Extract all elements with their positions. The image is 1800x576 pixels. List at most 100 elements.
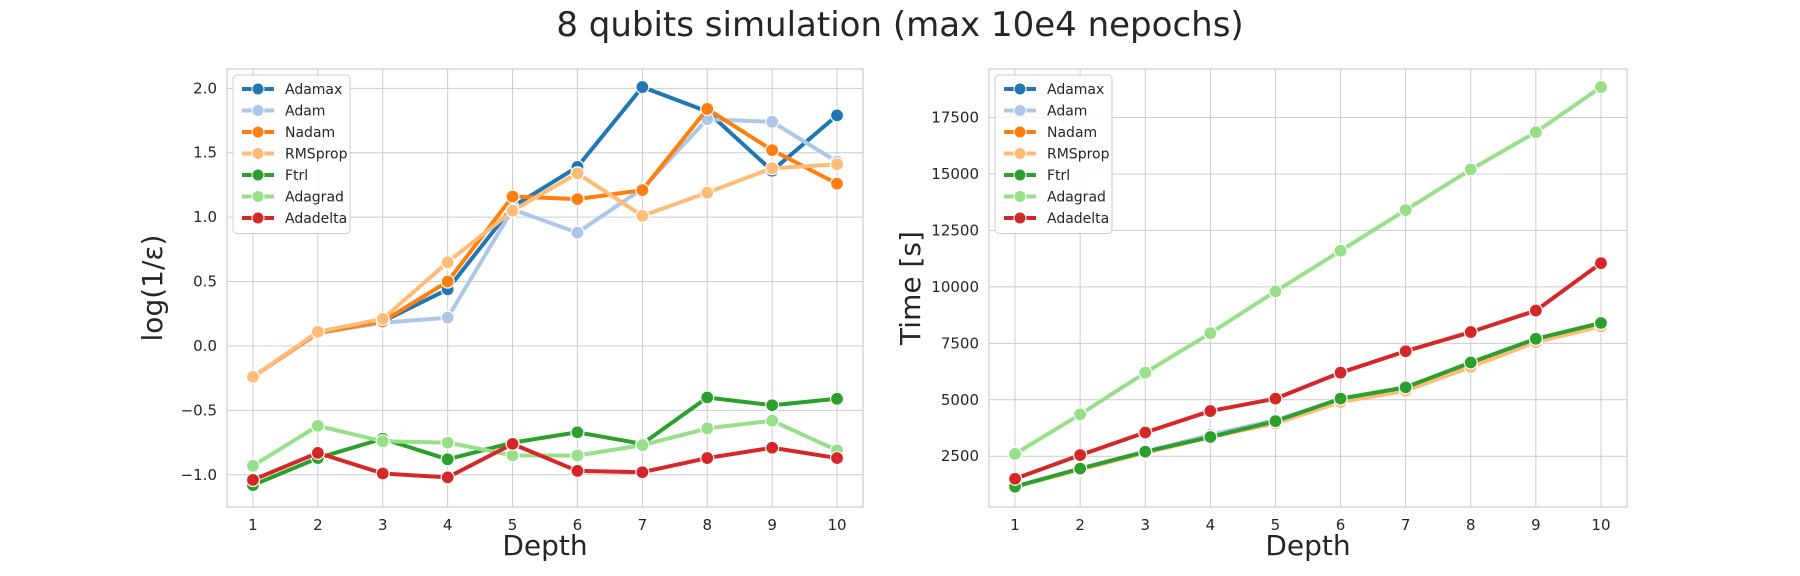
chart2-xtick-label: 1: [1010, 516, 1020, 534]
chart1-point-adamax: [829, 108, 845, 123]
chart2-ytick-label: 10000: [931, 278, 979, 296]
chart2-point-adadelta: [1528, 303, 1543, 318]
chart2-xtick-label: 9: [1531, 516, 1541, 534]
chart1-frame: [226, 68, 864, 508]
chart1-point-adam: [440, 310, 455, 325]
chart1-ytick-label: 1.0: [193, 208, 217, 226]
chart1-legend-label-nadam: Nadam: [285, 125, 335, 141]
chart2-xtick-label: 8: [1466, 516, 1476, 534]
chart2-point-adagrad: [1138, 365, 1153, 380]
chart2-legend-marker-adam: [1013, 104, 1027, 117]
chart2-xtick-label: 10: [1591, 516, 1610, 534]
chart1-xtick-label: 10: [827, 516, 846, 534]
chart2-legend-marker-adadelta: [1013, 211, 1027, 225]
chart2-line-adadelta: [1013, 261, 1603, 481]
chart1-point-adagrad: [310, 418, 325, 433]
chart1-xtick-label: 7: [638, 516, 648, 534]
chart2-point-adadelta: [1398, 344, 1413, 359]
chart2-legend: Adamax Adam Nadam RMSprop Ftrl Adagrad Adadelt…: [994, 74, 1113, 234]
chart2-point-adadelta: [1073, 447, 1088, 463]
chart1-point-rmsprop: [245, 369, 261, 384]
chart1-ytick-label: −0.5: [181, 401, 217, 419]
chart1-point-nadam: [700, 101, 715, 117]
chart1-point-nadam: [829, 176, 845, 191]
chart1-xtick-label: 5: [508, 516, 518, 534]
chart2-ytick-label: 17500: [931, 109, 979, 127]
right-chart-panel: 1 2 3 4 5 6 7 8 9 10 2500 5000 7500 10000 12500 15000 17…: [894, 68, 1628, 562]
chart1-ytick-label: 1.5: [193, 144, 217, 162]
chart1-point-rmsprop: [765, 161, 780, 176]
chart2-point-adagrad: [1333, 243, 1348, 258]
chart2-point-adagrad: [1203, 326, 1218, 341]
chart1-ytick-label: 2.0: [193, 79, 217, 97]
chart2-point-ftrl: [1593, 315, 1609, 331]
chart2-ytick-label: 15000: [931, 165, 979, 183]
chart2-xtick-label: 6: [1336, 516, 1346, 534]
chart2-legend-label-ftrl: Ftrl: [1047, 168, 1070, 184]
chart1-point-ftrl: [700, 390, 715, 405]
chart2-xtick-label: 2: [1075, 516, 1085, 534]
chart1-legend-label-ftrl: Ftrl: [285, 168, 308, 184]
chart2-point-ftrl: [1528, 331, 1543, 346]
chart2-legend-label-rmsprop: RMSprop: [1047, 147, 1110, 163]
chart1-point-ftrl: [765, 398, 780, 413]
chart1-point-adam: [765, 114, 780, 129]
chart2-xtick-label: 3: [1140, 516, 1150, 534]
chart1-point-adagrad: [635, 438, 650, 453]
chart1-point-adadelta: [440, 470, 455, 485]
chart1-legend-label-rmsprop: RMSprop: [285, 147, 348, 163]
chart2-point-adagrad: [1528, 125, 1543, 140]
chart2-point-adagrad: [1073, 407, 1088, 422]
chart1-point-adam: [570, 225, 585, 240]
chart2-ytick-label: 12500: [931, 221, 979, 239]
chart1-point-nadam: [570, 192, 585, 207]
chart1-xtick-label: 6: [573, 516, 583, 534]
chart2-legend-label-adagrad: Adagrad: [1047, 190, 1106, 206]
chart1-point-ftrl: [570, 425, 585, 440]
chart2-legend-marker-ftrl: [1013, 168, 1027, 182]
chart1-point-adadelta: [700, 450, 715, 466]
chart2-point-ftrl: [1463, 355, 1478, 370]
chart1-line-adadelta: [250, 441, 840, 482]
chart1-point-adadelta: [505, 436, 520, 451]
chart1-xlabel: Depth: [502, 529, 587, 562]
chart1-point-ftrl: [829, 391, 845, 406]
chart2-legend-marker-adagrad: [1013, 190, 1027, 203]
chart1-xtick-label: 4: [443, 516, 453, 534]
chart1-point-adagrad: [245, 458, 261, 473]
chart2-point-ftrl: [1138, 444, 1153, 459]
chart2-point-adagrad: [1398, 203, 1413, 218]
chart1-legend-marker-adam: [251, 104, 265, 117]
chart1-legend-marker-nadam: [251, 125, 265, 139]
chart2-line-ftrl: [1013, 320, 1603, 489]
chart1-point-adadelta: [310, 445, 325, 460]
chart1-legend-label-adamax: Adamax: [285, 82, 342, 98]
chart2-frame: [988, 68, 1628, 508]
chart2-legend-label-adam: Adam: [1047, 104, 1087, 120]
chart2-point-ftrl: [1398, 380, 1413, 395]
chart1-point-adadelta: [765, 440, 780, 455]
chart1-xtick-label: 9: [767, 516, 777, 534]
chart2-legend-marker-nadam: [1013, 125, 1027, 139]
chart2-point-ftrl: [1073, 461, 1088, 476]
chart1-point-rmsprop: [700, 185, 715, 200]
chart1-point-adadelta: [375, 466, 390, 481]
chart2-xtick-label: 5: [1271, 516, 1281, 534]
chart1-point-rmsprop: [375, 311, 390, 327]
chart1-ytick-label: −1.0: [181, 466, 217, 484]
chart2-ytick-label: 7500: [941, 334, 979, 352]
chart1-line-ftrl: [250, 395, 840, 488]
chart2-point-adagrad: [1007, 446, 1023, 462]
chart1-xtick-label: 2: [313, 516, 323, 534]
chart2-ytick-label: 5000: [941, 391, 979, 409]
chart2-point-adadelta: [1203, 403, 1218, 419]
chart1-legend: Adamax Adam Nadam RMSprop Ftrl Adagrad Adadelt…: [232, 74, 351, 234]
chart1-point-adagrad: [700, 421, 715, 436]
chart1-legend-label-adam: Adam: [285, 104, 325, 120]
chart1-point-rmsprop: [635, 208, 650, 223]
chart2-point-adadelta: [1138, 425, 1153, 440]
left-chart-panel: 1 2 3 4 5 6 7 8 9 10 −1.0 −0.5 0.0 0.5 1.0 1.5 2.0 Depth l…: [136, 68, 864, 562]
chart1-legend-marker-ftrl: [251, 168, 265, 182]
chart2-legend-marker-adamax: [1013, 82, 1027, 96]
chart1-ytick-label: 0.0: [193, 337, 217, 355]
